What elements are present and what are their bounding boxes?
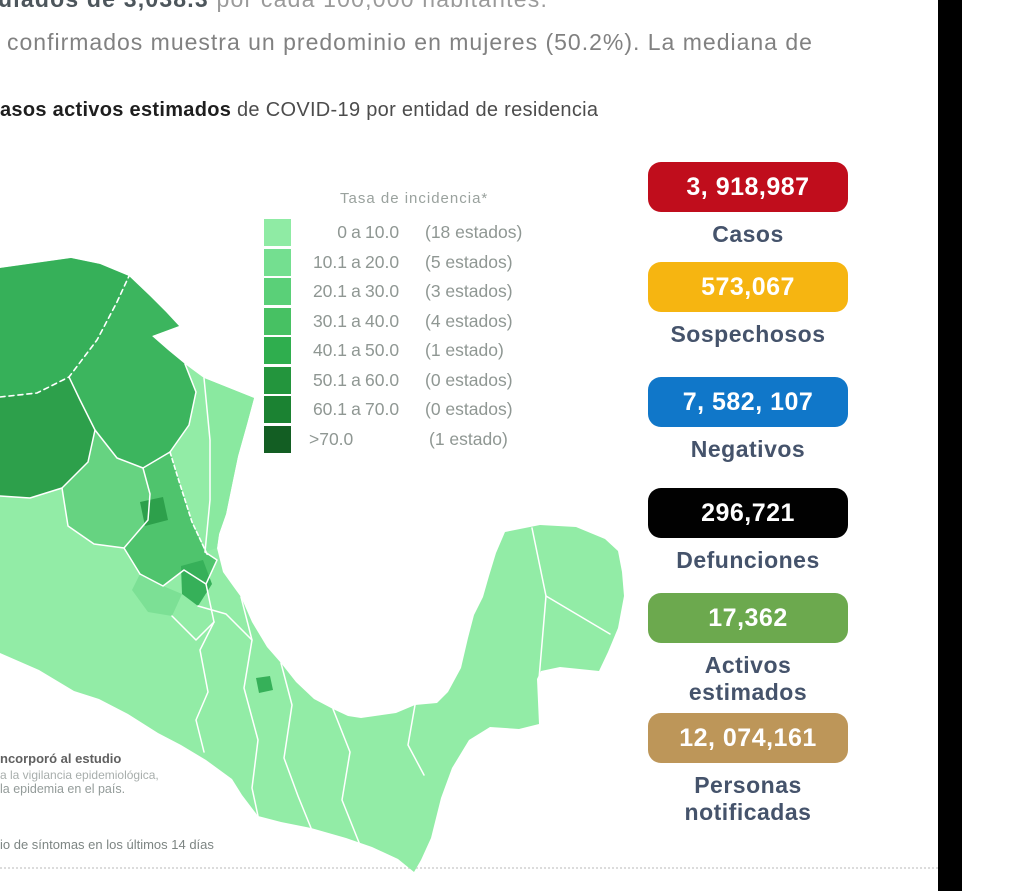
state-durango — [0, 377, 95, 498]
legend-title: Tasa de incidencia* — [340, 190, 489, 207]
stat-value-badge: 573,067 — [648, 262, 848, 312]
footnote-line: a la vigilancia epidemiológica, — [0, 768, 159, 782]
state-san-luis-potosi — [124, 452, 217, 586]
legend-range-label: 20.1 a 30.0 — [312, 281, 400, 301]
stat-label: Activos estimados — [688, 652, 808, 705]
legend-state-count: (1 estado) — [425, 340, 504, 360]
stat-group: 17,362 Activos estimados — [648, 593, 848, 706]
stat-value-badge: 17,362 — [648, 593, 848, 643]
legend-row: 60.1 a 70.0 (0 estados) — [256, 396, 546, 423]
legend-state-count: (4 estados) — [425, 310, 513, 331]
legend-range-label: 0 a 10.0 — [337, 222, 400, 242]
stat-value-badge: 3, 918,987 — [648, 162, 848, 212]
legend-row: 30.1 a 40.0 (4 estados) — [256, 307, 546, 335]
incidence-legend: Tasa de incidencia* 0 a 10.0 (18 estados) 10… — [256, 190, 546, 455]
state-chihuahua — [0, 258, 129, 397]
stats-column: 3, 918,987 Casos 573,067 Sospechosos 7, 582,… — [648, 0, 848, 891]
state-tamaulipas — [204, 378, 254, 552]
intro-sentence: confirmados muestra un predominio en muj… — [7, 29, 813, 55]
legend-color-swatch — [264, 425, 291, 453]
stat-label: Negativos — [690, 436, 806, 462]
stat-group: 12, 074,161 Personas notificadas — [648, 713, 848, 826]
map-section-title: asos activos estimados de COVID-19 por e… — [0, 99, 598, 122]
bottom-dotted-divider — [0, 867, 938, 869]
legend-row: 0 a 10.0 (18 estados) — [256, 219, 546, 246]
legend-state-count: (18 estados) — [425, 222, 523, 242]
footnote-line: io de síntomas en los últimos 14 días — [0, 837, 214, 852]
clipped-top-line: ulados de 3,038.3 por cada 100,000 habit… — [0, 0, 548, 13]
footnote-line: ncorporó al estudio — [0, 751, 122, 766]
legend-range-label: 10.1 a 20.0 — [312, 251, 400, 272]
legend-color-swatch — [264, 278, 291, 305]
legend-range-label: 50.1 a 60.0 — [312, 369, 400, 390]
legend-color-swatch — [264, 307, 291, 335]
legend-state-count: (5 estados) — [425, 251, 513, 272]
legend-color-swatch — [264, 337, 291, 364]
stat-value-badge: 7, 582, 107 — [648, 377, 848, 427]
legend-state-count: (0 estados) — [425, 369, 513, 390]
mexico-choropleth-map — [0, 258, 624, 872]
legend-state-count: (3 estados) — [425, 281, 513, 301]
stat-group: 7, 582, 107 Negativos — [648, 377, 848, 463]
map-title-bold: asos activos estimados — [0, 99, 232, 121]
state-cdmx — [256, 676, 273, 693]
legend-range-label: >70.0 — [309, 428, 354, 449]
right-black-bar — [938, 0, 962, 891]
legend-range-label: 60.1 a 70.0 — [312, 399, 400, 419]
state-aguascalientes — [140, 497, 168, 526]
clipped-top-line-bold: ulados de 3,038.3 — [0, 0, 209, 12]
dashed-borders — [0, 275, 209, 557]
clipped-top-line-regular: por cada 100,000 habitantes. — [209, 0, 548, 12]
footnote-line: la epidemia en el país. — [0, 782, 126, 796]
legend-row: 10.1 a 20.0 (5 estados) — [256, 248, 546, 276]
legend-color-swatch — [264, 219, 291, 246]
stat-value-badge: 296,721 — [648, 488, 848, 538]
legend-row: 20.1 a 30.0 (3 estados) — [256, 278, 546, 305]
state-queretaro — [181, 560, 212, 606]
state-patches — [0, 258, 273, 693]
legend-color-swatch — [264, 366, 291, 394]
legend-color-swatch — [264, 248, 291, 276]
legend-state-count: (1 estado) — [429, 428, 508, 449]
stat-label: Personas notificadas — [684, 772, 812, 825]
legend-state-count: (0 estados) — [425, 399, 513, 419]
legend-row: 50.1 a 60.0 (0 estados) — [256, 366, 546, 394]
state-coahuila — [69, 276, 196, 468]
legend-row: 40.1 a 50.0 (1 estado) — [256, 337, 546, 364]
legend-rows: 0 a 10.0 (18 estados) 10.1 a 20.0 (5 estados) 20… — [256, 219, 546, 453]
stat-label: Casos — [712, 221, 784, 247]
stat-label: Defunciones — [676, 547, 820, 573]
state-zacatecas — [62, 430, 150, 548]
stat-group: 573,067 Sospechosos — [648, 262, 848, 348]
legend-color-swatch — [264, 396, 291, 423]
state-guanajuato — [132, 574, 182, 616]
stat-label: Sospechosos — [670, 321, 826, 347]
footnotes: ncorporó al estudio a la vigilancia epide… — [0, 751, 214, 852]
legend-range-label: 30.1 a 40.0 — [312, 310, 400, 331]
stat-group: 296,721 Defunciones — [648, 488, 848, 574]
map-title-regular: de COVID-19 por entidad de residencia — [231, 99, 599, 121]
stat-group: 3, 918,987 Casos — [648, 162, 848, 248]
stat-value-badge: 12, 074,161 — [648, 713, 848, 763]
legend-range-label: 40.1 a 50.0 — [312, 340, 400, 360]
state-borders — [0, 363, 611, 846]
legend-row: >70.0 (1 estado) — [256, 425, 546, 453]
